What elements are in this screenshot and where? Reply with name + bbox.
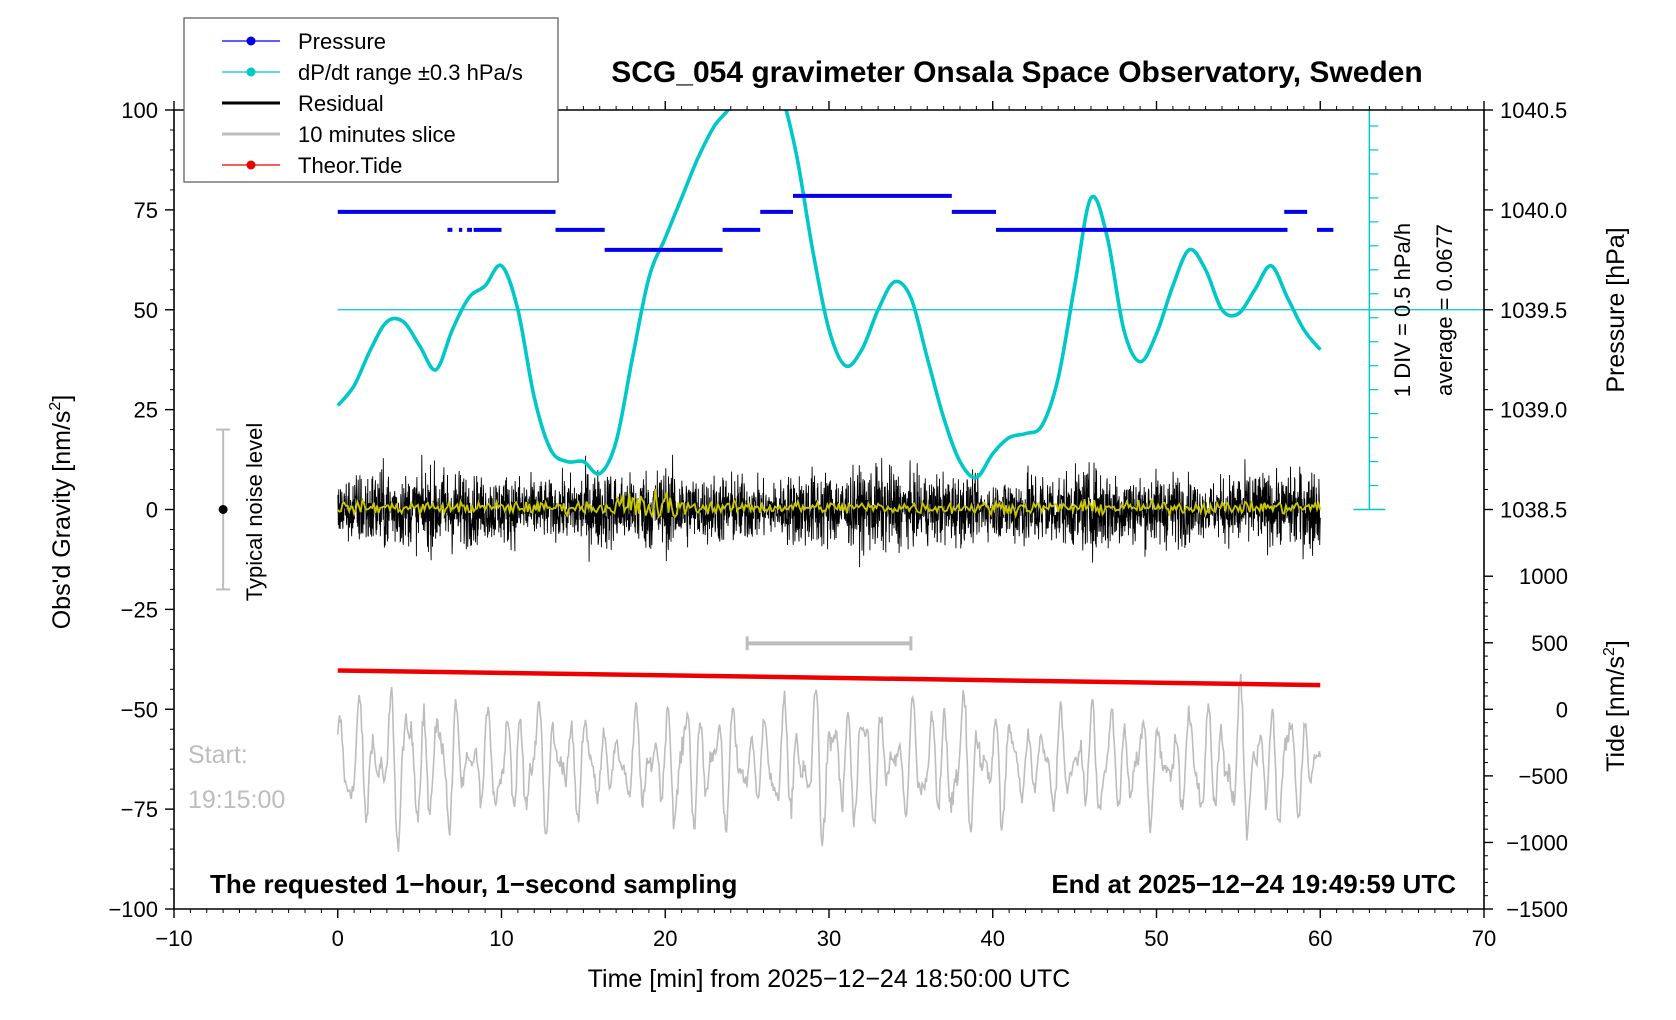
dpdt-series — [336, 110, 1322, 480]
dpdt-average-label: average = 0.0677 — [1432, 224, 1457, 396]
start-time: 19:15:00 — [188, 786, 285, 814]
pressure-series — [337, 193, 1334, 252]
residual-average-series — [337, 488, 1322, 520]
ten-minute-slice-series — [337, 673, 1322, 852]
x-tick-label: 30 — [817, 926, 841, 951]
legend-marker — [246, 36, 256, 46]
theor-tide-line — [337, 668, 1321, 688]
chart-title: SCG_054 gravimeter Onsala Space Observat… — [611, 56, 1423, 89]
dpdt-line — [336, 110, 1322, 480]
y-tick-label: 0 — [146, 498, 158, 523]
tide-tick-label: 500 — [1531, 631, 1568, 656]
pressure-axis-ticks: 1038.5 1039.0 1039.5 1040.0 1040.5 — [1484, 98, 1567, 523]
tide-tick-label: 0 — [1556, 697, 1568, 722]
start-label: Start: — [188, 741, 248, 769]
dpdt-div-label: 1 DIV = 0.5 hPa/h — [1390, 223, 1415, 397]
legend-label: 10 minutes slice — [298, 122, 456, 147]
x-tick-label: 0 — [332, 926, 344, 951]
y-tick-label: 50 — [134, 298, 158, 323]
x-tick-label: 10 — [489, 926, 513, 951]
x-tick-label: 60 — [1308, 926, 1332, 951]
pressure-tick-label: 1039.0 — [1500, 398, 1567, 423]
y-tick-label: −100 — [108, 897, 158, 922]
legend-marker — [246, 67, 256, 77]
pressure-axis-label: Pressure [hPa] — [1602, 227, 1630, 392]
legend-label: Pressure — [298, 29, 386, 54]
y-tick-label: 25 — [134, 398, 158, 423]
noise-bar-dot — [218, 505, 228, 514]
x-axis-label: Time [min] from 2025−12−24 18:50:00 UTC — [588, 965, 1071, 993]
legend-label: Residual — [298, 91, 384, 116]
tide-tick-label: −1000 — [1506, 830, 1568, 855]
residual-line — [337, 454, 1321, 568]
slice-bracket — [745, 636, 913, 651]
noise-level-label: Typical noise level — [242, 423, 267, 602]
dpdt-scale — [1353, 110, 1386, 511]
y-tick-label: −75 — [121, 797, 158, 822]
x-tick-label: −10 — [155, 926, 192, 951]
legend-box — [183, 17, 559, 183]
pressure-tick-label: 1040.0 — [1500, 198, 1567, 223]
tide-tick-label: 1000 — [1519, 564, 1568, 589]
x-tick-label: 70 — [1472, 926, 1496, 951]
x-tick-label: 20 — [653, 926, 677, 951]
y-tick-label: 75 — [134, 198, 158, 223]
legend-marker — [246, 160, 256, 170]
y-tick-label: 100 — [121, 98, 158, 123]
tide-axis-ticks: 1000 500 0 −500 −1000 −1500 — [1484, 564, 1568, 922]
x-tick-label: 50 — [1144, 926, 1168, 951]
tide-tick-label: −500 — [1518, 764, 1568, 789]
residual-average-line — [337, 488, 1322, 520]
y-axis-ticks: −100 −75 −50 −25 0 25 50 75 100 — [108, 98, 174, 922]
y-tick-label: −50 — [121, 697, 158, 722]
legend: Pressure dP/dt range ±0.3 hPa/s Residual 10… — [183, 17, 559, 183]
tide-axis-label: Tide [nm/s2] — [1601, 640, 1630, 772]
noise-level-bar — [216, 428, 231, 591]
y-tick-label: −25 — [121, 597, 158, 622]
y-axis-label: Obs'd Gravity [nm/s2] — [47, 395, 76, 630]
legend-label: dP/dt range ±0.3 hPa/s — [298, 60, 523, 85]
sampling-note: The requested 1−hour, 1−second sampling — [210, 869, 737, 899]
theor-tide-series — [337, 668, 1321, 688]
pressure-tick-label: 1038.5 — [1500, 498, 1567, 523]
end-time-note: End at 2025−12−24 19:49:59 UTC — [1051, 869, 1456, 899]
residual-series — [337, 454, 1321, 568]
legend-label: Theor.Tide — [298, 153, 402, 178]
pressure-tick-label: 1040.5 — [1500, 98, 1567, 123]
tide-tick-label: −1500 — [1506, 897, 1568, 922]
x-tick-label: 40 — [981, 926, 1005, 951]
pressure-tick-label: 1039.5 — [1500, 298, 1567, 323]
ten-minute-slice-line — [337, 673, 1322, 852]
